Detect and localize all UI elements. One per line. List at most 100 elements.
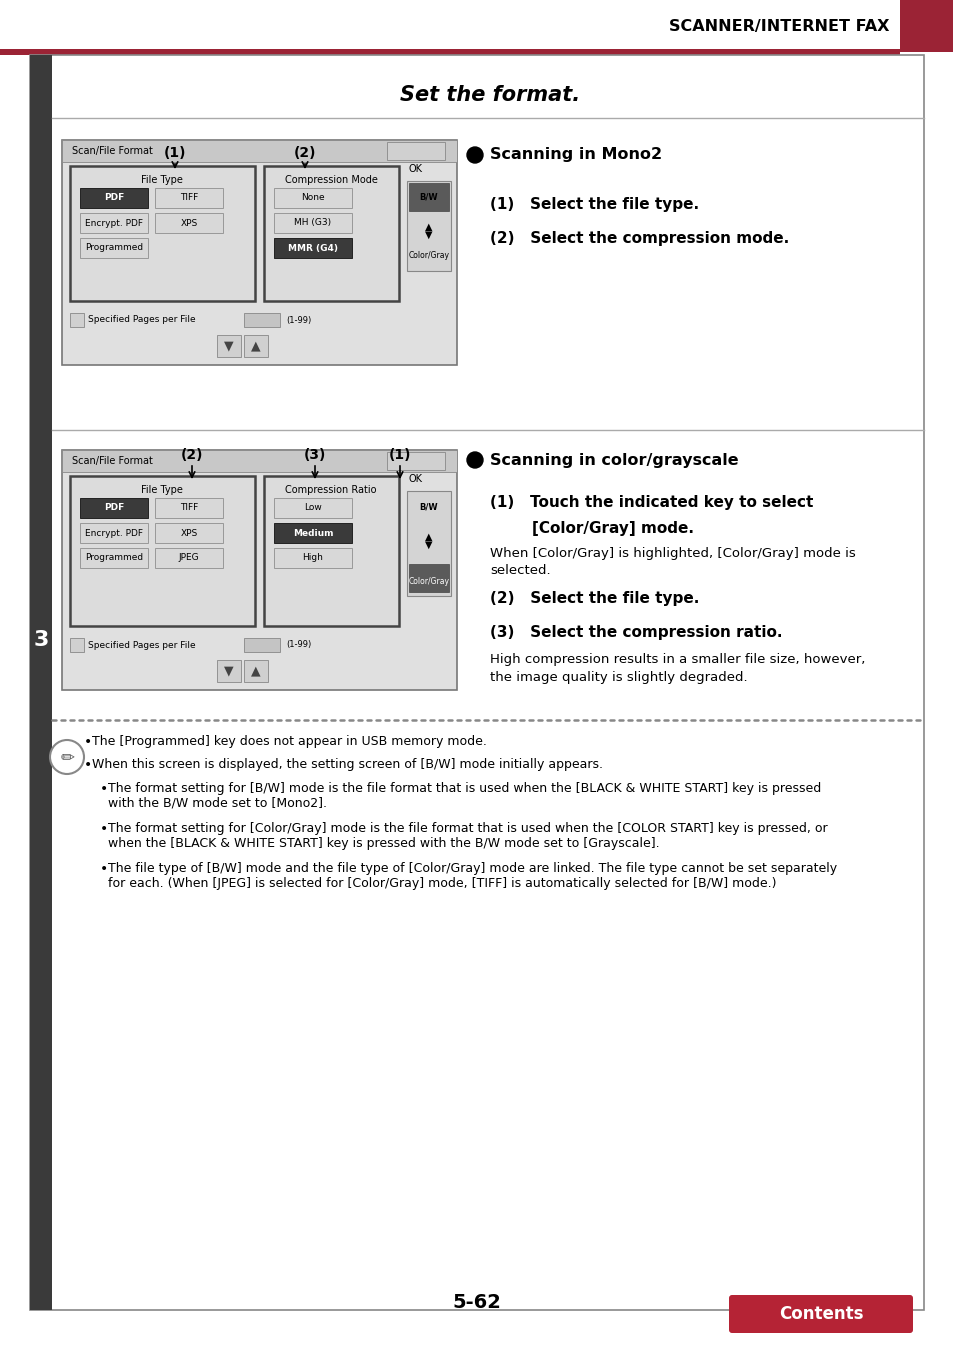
Bar <box>409 184 449 211</box>
Text: •: • <box>84 734 92 749</box>
Bar <box>62 450 456 472</box>
Bar <box>899 0 953 53</box>
Text: (1): (1) <box>164 146 186 161</box>
Bar <box>407 491 451 595</box>
Text: Set the format.: Set the format. <box>399 85 579 105</box>
Text: Compression Mode: Compression Mode <box>284 176 377 185</box>
Text: XPS: XPS <box>180 219 197 228</box>
Text: 5-62: 5-62 <box>452 1292 501 1311</box>
Text: the image quality is slightly degraded.: the image quality is slightly degraded. <box>490 671 747 684</box>
Text: Encrypt. PDF: Encrypt. PDF <box>85 528 143 537</box>
Bar <box>70 166 254 301</box>
Text: Color/Gray: Color/Gray <box>408 251 449 261</box>
Bar <box>154 213 223 234</box>
Bar <box>244 335 268 356</box>
Bar <box>409 564 449 593</box>
Text: (2): (2) <box>180 448 203 462</box>
Text: •: • <box>100 822 108 836</box>
Bar <box>387 142 444 161</box>
Text: ▲: ▲ <box>251 339 260 352</box>
Bar <box>80 522 148 543</box>
Text: MMR (G4): MMR (G4) <box>288 243 337 252</box>
Bar <box>244 660 268 682</box>
Text: Programmed: Programmed <box>85 554 143 563</box>
Text: Specified Pages per File: Specified Pages per File <box>88 316 195 324</box>
Text: (2): (2) <box>294 146 315 161</box>
Bar <box>274 213 352 234</box>
Text: Scanning in Mono2: Scanning in Mono2 <box>490 147 661 162</box>
Text: When this screen is displayed, the setting screen of [B/W] mode initially appear: When this screen is displayed, the setti… <box>91 757 602 771</box>
Bar <box>80 498 148 518</box>
Bar <box>274 188 352 208</box>
Bar <box>62 140 456 365</box>
Text: File Type: File Type <box>141 485 183 495</box>
Bar <box>70 477 254 626</box>
Bar <box>216 660 241 682</box>
Text: The format setting for [Color/Gray] mode is the file format that is used when th: The format setting for [Color/Gray] mode… <box>108 822 827 850</box>
Text: The format setting for [B/W] mode is the file format that is used when the [BLAC: The format setting for [B/W] mode is the… <box>108 782 821 810</box>
Bar <box>62 140 456 162</box>
Bar <box>274 548 352 568</box>
Text: Scan/File Format: Scan/File Format <box>71 146 152 157</box>
Text: OK: OK <box>409 163 422 174</box>
Text: PDF: PDF <box>104 504 124 513</box>
Text: (1)   Touch the indicated key to select: (1) Touch the indicated key to select <box>490 494 813 509</box>
Text: •: • <box>84 757 92 772</box>
Text: PDF: PDF <box>104 193 124 202</box>
Text: OK: OK <box>409 474 422 485</box>
Bar <box>264 166 398 301</box>
Bar <box>387 452 444 470</box>
Bar <box>244 313 280 327</box>
Bar <box>244 639 280 652</box>
Bar <box>154 522 223 543</box>
Bar <box>216 335 241 356</box>
Text: (2)   Select the compression mode.: (2) Select the compression mode. <box>490 231 788 246</box>
Bar <box>274 238 352 258</box>
Text: B/W: B/W <box>419 502 437 512</box>
Text: Specified Pages per File: Specified Pages per File <box>88 640 195 649</box>
Text: ▲
▼: ▲ ▼ <box>425 532 433 551</box>
Text: Contents: Contents <box>778 1305 862 1323</box>
Bar <box>80 188 148 208</box>
Text: High compression results in a smaller file size, however,: High compression results in a smaller fi… <box>490 653 864 667</box>
FancyBboxPatch shape <box>728 1295 912 1332</box>
Text: Compression Ratio: Compression Ratio <box>285 485 376 495</box>
Bar <box>80 213 148 234</box>
Bar <box>154 548 223 568</box>
Bar <box>80 238 148 258</box>
Bar <box>154 498 223 518</box>
Text: MH (G3): MH (G3) <box>294 219 332 228</box>
Bar <box>0 49 899 55</box>
Text: (1): (1) <box>388 448 411 462</box>
Circle shape <box>467 452 482 468</box>
Text: SCANNER/INTERNET FAX: SCANNER/INTERNET FAX <box>669 19 889 34</box>
Bar <box>80 548 148 568</box>
Bar <box>70 313 84 327</box>
Text: The file type of [B/W] mode and the file type of [Color/Gray] mode are linked. T: The file type of [B/W] mode and the file… <box>108 863 836 890</box>
Circle shape <box>50 740 84 774</box>
Text: [Color/Gray] mode.: [Color/Gray] mode. <box>490 521 693 536</box>
Text: (3): (3) <box>303 448 326 462</box>
Bar <box>30 55 52 1309</box>
Text: (1-99): (1-99) <box>286 640 311 649</box>
Circle shape <box>467 147 482 163</box>
Bar <box>274 498 352 518</box>
Text: •: • <box>100 782 108 796</box>
Text: File Type: File Type <box>141 176 183 185</box>
Text: (1)   Select the file type.: (1) Select the file type. <box>490 197 699 212</box>
Bar <box>407 181 451 271</box>
Text: TIFF: TIFF <box>180 504 198 513</box>
Text: ▲: ▲ <box>251 664 260 678</box>
Text: Medium: Medium <box>293 528 333 537</box>
Text: •: • <box>100 863 108 876</box>
Bar <box>62 450 456 690</box>
Text: ▼: ▼ <box>224 339 233 352</box>
Text: TIFF: TIFF <box>180 193 198 202</box>
Text: Scanning in color/grayscale: Scanning in color/grayscale <box>490 452 738 467</box>
Bar <box>264 477 398 626</box>
Text: (3)   Select the compression ratio.: (3) Select the compression ratio. <box>490 625 781 640</box>
Text: None: None <box>301 193 324 202</box>
Text: When [Color/Gray] is highlighted, [Color/Gray] mode is: When [Color/Gray] is highlighted, [Color… <box>490 547 855 559</box>
Text: High: High <box>302 554 323 563</box>
Text: Color/Gray: Color/Gray <box>408 578 449 586</box>
